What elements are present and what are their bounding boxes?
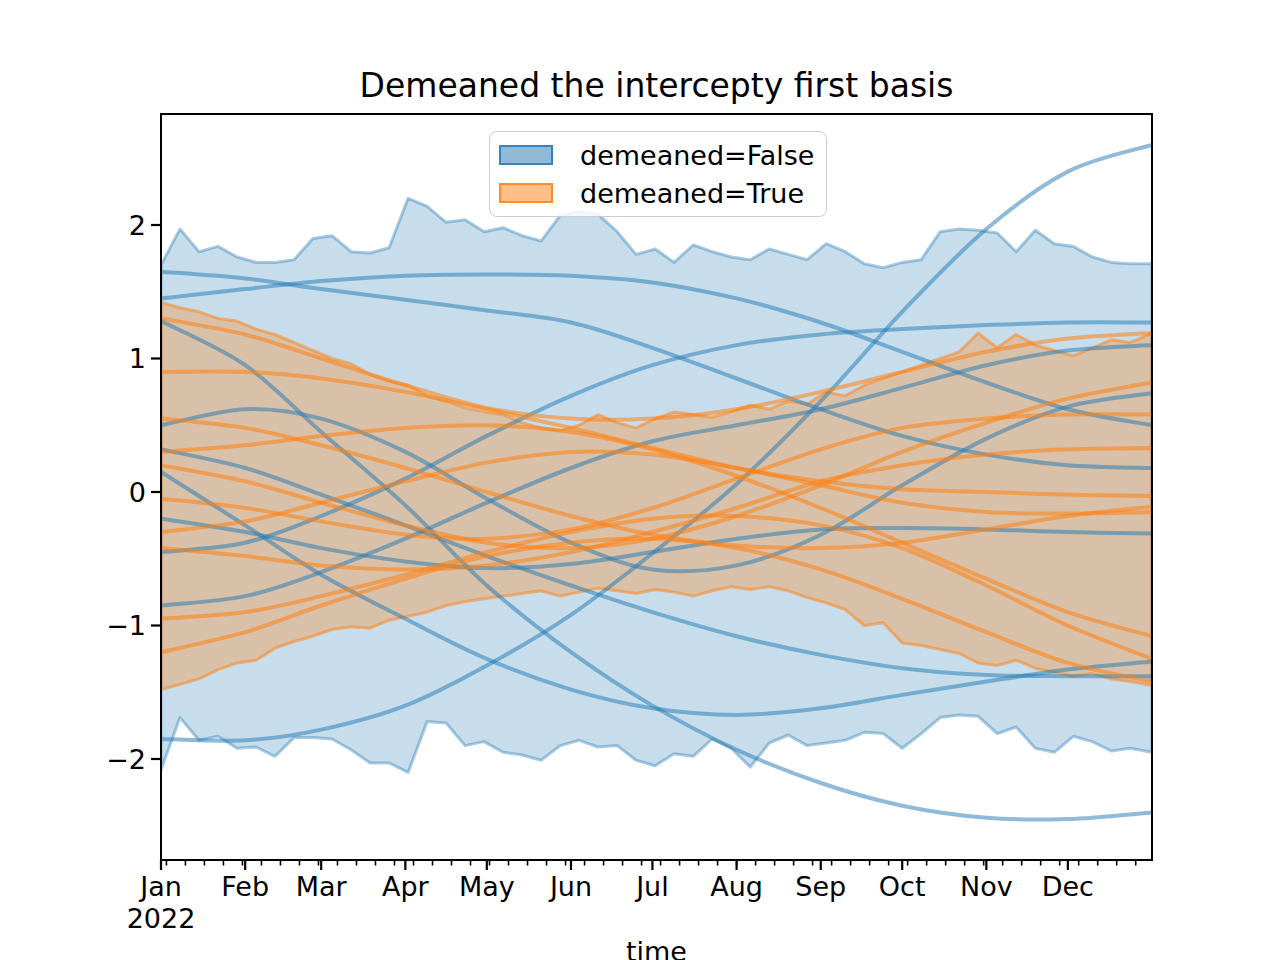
y-tick-label: −2 [106, 744, 146, 775]
x-axis-label: time [161, 938, 1152, 960]
legend-label-demeaned-true: demeaned=True [580, 180, 804, 207]
x-tick-label: Nov [960, 871, 1013, 902]
x-tick-year-label: 2022 [127, 903, 196, 934]
legend-row-false: demeaned=False [499, 141, 826, 169]
x-tick-label: Jun [548, 871, 592, 902]
y-tick-label: 1 [129, 343, 146, 374]
legend-row-true: demeaned=True [499, 179, 826, 207]
x-tick-label: Jul [634, 871, 669, 902]
x-tick-label: Mar [296, 871, 348, 902]
figure: 2 1 0 −1 −2 Jan2022 Feb Mar Apr May Jun Jul Aug Sep Oc… [0, 0, 1280, 960]
chart-title: Demeaned the intercepty first basis [161, 69, 1152, 102]
plot-area [161, 145, 1152, 820]
y-tick-label: −1 [106, 610, 146, 641]
x-tick-label: Dec [1042, 871, 1094, 902]
legend: demeaned=False demeaned=True [489, 131, 827, 217]
y-tick-label: 0 [129, 477, 146, 508]
legend-swatch-demeaned-true [499, 183, 553, 203]
x-tick-label: Sep [795, 871, 846, 902]
y-axis-ticks: 2 1 0 −1 −2 [106, 210, 161, 775]
legend-label-demeaned-false: demeaned=False [580, 142, 814, 169]
y-tick-label: 2 [129, 210, 146, 241]
x-axis-ticks: Jan2022 Feb Mar Apr May Jun Jul Aug Sep Oct Nov Dec [127, 860, 1094, 934]
x-tick-label: Feb [221, 871, 269, 902]
x-tick-label: Jan [138, 871, 182, 902]
x-tick-label: May [459, 871, 515, 902]
x-tick-label: Oct [879, 871, 926, 902]
legend-swatch-demeaned-false [499, 145, 553, 165]
x-tick-label: Aug [710, 871, 763, 902]
x-tick-label: Apr [382, 871, 430, 902]
